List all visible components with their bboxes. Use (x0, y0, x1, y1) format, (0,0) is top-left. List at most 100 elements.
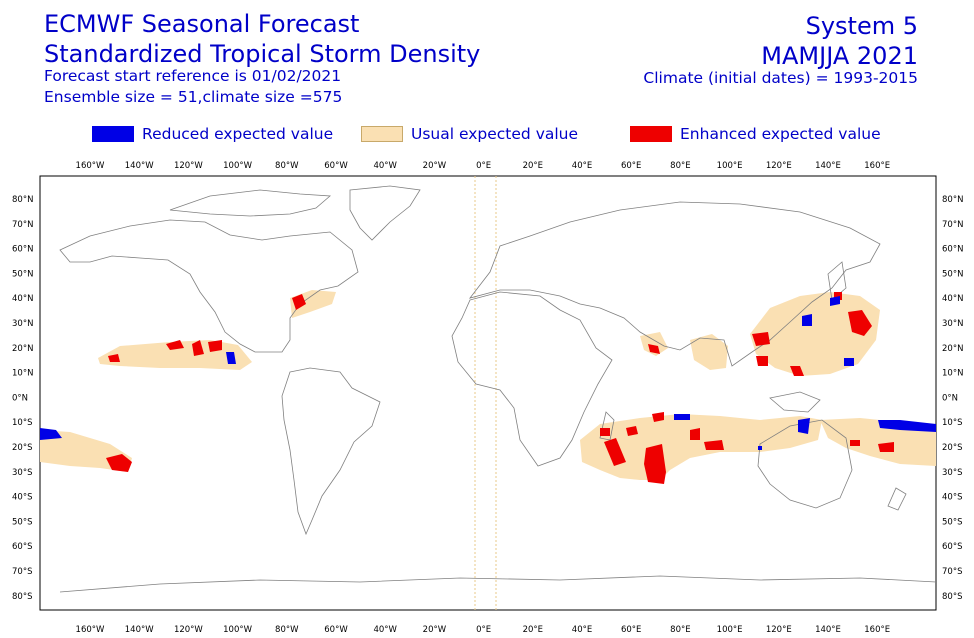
lon-tick-bottom-4: 80°W (275, 625, 299, 635)
lat-tick-right-16: 80°S (942, 592, 962, 602)
eurasia-outline (468, 201, 881, 367)
australia-outline (757, 419, 853, 509)
reduced-regions (40, 296, 936, 450)
ensemble-size-text: Ensemble size = 51,climate size =575 (44, 88, 343, 106)
lon-tick-top-13: 100°E (717, 161, 743, 171)
lon-tick-top-16: 160°E (864, 161, 890, 171)
lon-tick-bottom-16: 160°E (864, 625, 890, 635)
legend-item-enhanced: Enhanced expected value (630, 124, 881, 144)
region-enhanced-arabian (648, 344, 660, 354)
region-enhanced-si-4 (626, 426, 638, 436)
system-label: System 5 (805, 12, 918, 40)
region-enhanced-sp-1 (850, 440, 860, 446)
legend: Reduced expected value Usual expected va… (0, 124, 974, 146)
climate-label: Climate (initial dates) = 1993-2015 (643, 69, 918, 87)
lon-tick-bottom-10: 40°E (572, 625, 592, 635)
coastlines (59, 185, 937, 593)
region-reduced-wp-1 (802, 314, 812, 326)
lon-tick-top-2: 120°W (174, 161, 203, 171)
arctic-islands-outline (169, 189, 332, 217)
legend-swatch-usual (361, 126, 403, 142)
lat-tick-left-5: 30°N (12, 319, 33, 329)
region-enhanced-wp-1 (752, 332, 770, 346)
region-enhanced-si-1 (600, 428, 610, 436)
lon-tick-bottom-0: 160°W (76, 625, 105, 635)
legend-swatch-enhanced (630, 126, 672, 142)
legend-swatch-reduced (92, 126, 134, 142)
lon-tick-bottom-8: 0°E (476, 625, 491, 635)
lat-tick-left-15: 70°S (12, 567, 32, 577)
region-enhanced-wp-4 (848, 310, 872, 336)
lon-tick-bottom-13: 100°E (717, 625, 743, 635)
lon-tick-bottom-7: 20°W (423, 625, 447, 635)
lon-tick-top-12: 80°E (670, 161, 690, 171)
region-enhanced-sp-2 (878, 442, 894, 452)
lat-tick-left-9: 10°S (12, 418, 32, 428)
lat-tick-right-14: 60°S (942, 542, 962, 552)
region-enhanced-spw (106, 454, 132, 472)
lat-tick-right-0: 80°N (942, 195, 963, 205)
period-label: MAMJJA 2021 (761, 42, 918, 70)
greenland-outline (349, 185, 421, 241)
lon-tick-top-3: 100°W (223, 161, 252, 171)
lat-tick-left-1: 70°N (12, 220, 33, 230)
region-enhanced-ep-1 (108, 354, 120, 362)
lat-tick-left-4: 40°N (12, 294, 33, 304)
region-reduced-ep (226, 352, 236, 364)
legend-label-enhanced: Enhanced expected value (680, 125, 881, 143)
japan-outline (827, 261, 847, 301)
south-america-outline (281, 367, 381, 536)
legend-item-reduced: Reduced expected value (92, 124, 333, 144)
region-reduced-wp-3 (844, 358, 854, 366)
lat-tick-right-3: 50°N (942, 269, 963, 279)
lon-tick-bottom-9: 20°E (523, 625, 543, 635)
lon-tick-top-10: 40°E (572, 161, 592, 171)
lat-tick-right-15: 70°S (942, 567, 962, 577)
lon-tick-bottom-14: 120°E (766, 625, 792, 635)
lon-tick-bottom-1: 140°W (125, 625, 154, 635)
lat-tick-left-13: 50°S (12, 517, 32, 527)
region-enhanced-atlantic (292, 294, 306, 310)
lon-tick-bottom-5: 60°W (324, 625, 348, 635)
forecast-start-text: Forecast start reference is 01/02/2021 (44, 67, 342, 85)
lat-tick-right-7: 10°N (942, 369, 963, 379)
lat-tick-left-16: 80°S (12, 592, 32, 602)
lat-tick-left-6: 20°N (12, 344, 33, 354)
region-reduced-wp-2 (830, 296, 840, 306)
indonesia-outline (769, 391, 821, 413)
region-enhanced-wp-2 (756, 356, 768, 366)
lon-tick-top-0: 160°W (76, 161, 105, 171)
lon-tick-bottom-3: 100°W (223, 625, 252, 635)
lat-tick-right-5: 30°N (942, 319, 963, 329)
lat-tick-left-0: 80°N (12, 195, 33, 205)
region-reduced-si-3 (758, 446, 762, 450)
region-enhanced-si-7 (704, 440, 724, 450)
region-usual-south-indian-ocean (580, 414, 822, 480)
region-enhanced-ep-2 (166, 340, 184, 350)
africa-outline (451, 291, 613, 467)
lon-tick-top-5: 60°W (324, 161, 348, 171)
legend-label-usual: Usual expected value (411, 125, 579, 143)
legend-label-reduced: Reduced expected value (142, 125, 334, 143)
lon-tick-top-9: 20°E (523, 161, 543, 171)
lon-tick-bottom-2: 120°W (174, 625, 203, 635)
lon-tick-top-14: 120°E (766, 161, 792, 171)
lon-tick-top-4: 80°W (275, 161, 299, 171)
lat-tick-left-3: 50°N (12, 269, 33, 279)
lon-tick-bottom-6: 40°W (373, 625, 397, 635)
enhanced-regions (106, 292, 894, 484)
lat-tick-left-2: 60°N (12, 245, 33, 255)
lat-tick-left-11: 30°S (12, 468, 32, 478)
region-reduced-si-1 (674, 414, 690, 420)
lat-tick-right-11: 30°S (942, 468, 962, 478)
region-enhanced-si-2 (604, 438, 626, 466)
lat-tick-right-13: 50°S (942, 517, 962, 527)
lon-tick-bottom-15: 140°E (815, 625, 841, 635)
region-enhanced-si-6 (690, 428, 700, 440)
lon-tick-top-6: 40°W (373, 161, 397, 171)
region-usual-arabian-sea (640, 332, 668, 356)
map-tick-labels: 160°W 160°W 140°W 140°W 120°W 120°W 100°W 100°W… (12, 161, 963, 635)
lat-tick-left-8: 0°N (12, 393, 28, 403)
lat-tick-right-4: 40°N (942, 294, 963, 304)
